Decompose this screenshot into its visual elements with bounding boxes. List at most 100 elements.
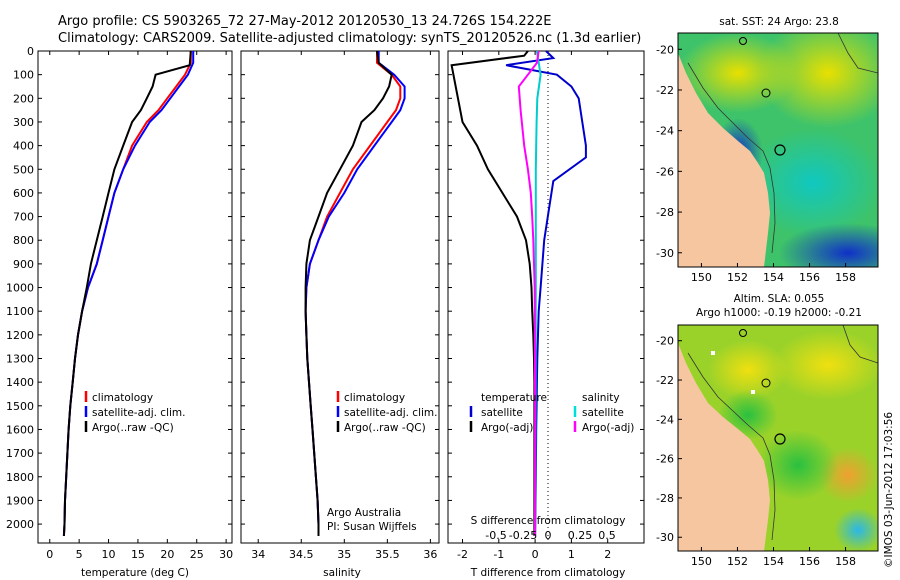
series-line-satellite-adj-clim- <box>62 51 195 536</box>
x-tick-label: 0 <box>532 548 539 561</box>
s-tick-label: 0 <box>545 529 552 542</box>
map-y-tick-label: -26 <box>656 165 674 178</box>
sst-map: sat. SST: 24 Argo: 23.8 <box>656 16 879 284</box>
x-tick-label: 36 <box>423 548 437 561</box>
y-tick-label: 1400 <box>6 376 34 389</box>
y-tick-label: 1000 <box>6 282 34 295</box>
series-line-salinity-argo-adj- <box>517 50 540 536</box>
salinity-xlabel: salinity <box>323 567 361 579</box>
legend-label-climatology: climatology <box>92 392 153 404</box>
y-tick-label: 1500 <box>6 400 34 413</box>
s-tick-label: -0.25 <box>509 529 537 542</box>
x-tick-label: 5 <box>76 548 83 561</box>
x-tick-label: 34.5 <box>289 548 314 561</box>
sla-high-patch <box>708 340 788 400</box>
temperature-xlabel: temperature (deg C) <box>81 567 189 579</box>
salinity-axes-frame <box>240 50 440 544</box>
y-tick-label: 500 <box>13 163 34 176</box>
map-y-tick-label: -20 <box>656 43 674 56</box>
imos-timestamp: ©IMOS 03-Jun-2012 17:03:56 <box>883 411 895 568</box>
x-tick-label: 20 <box>160 548 174 561</box>
legend-label-satellite-adj: satellite-adj. clim. <box>92 407 185 419</box>
y-tick-label: 900 <box>13 258 34 271</box>
y-tick-label: 1900 <box>6 494 34 507</box>
salinity-ticks: 34 34.5 35 35.5 36 <box>241 50 439 561</box>
t-difference-xlabel: T difference from climatology <box>470 567 626 579</box>
difference-axes-frame <box>447 50 645 544</box>
map-y-tick-label: -30 <box>656 531 674 544</box>
s-difference-ticklabels: -0.5 -0.25 0 0.25 0.5 <box>485 529 615 542</box>
map-x-tick-label: 154 <box>763 555 784 568</box>
x-tick-label: 10 <box>102 548 116 561</box>
temperature-legend: climatology satellite-adj. clim. Argo(..… <box>84 391 185 434</box>
x-tick-label: 1 <box>568 548 575 561</box>
x-tick-label: 25 <box>190 548 204 561</box>
y-tick-label: 1300 <box>6 353 34 366</box>
sst-map-frame <box>677 32 879 268</box>
land-mass <box>678 53 770 267</box>
difference-lines <box>450 50 587 536</box>
legend-label-satellite-adj: satellite-adj. clim. <box>344 407 437 419</box>
reef-outline <box>739 329 747 337</box>
x-tick-label: 35 <box>337 548 351 561</box>
missing-data-cell <box>711 351 715 355</box>
map-y-tick-label: -22 <box>656 374 674 387</box>
map-y-tick-label: -20 <box>656 335 674 348</box>
map-x-tick-label: 156 <box>799 555 820 568</box>
x-tick-label: -2 <box>457 548 468 561</box>
s-difference-label: S difference from climatology <box>471 515 626 527</box>
salinity-panel: 34 34.5 35 35.5 36 salinity climatology sate… <box>240 50 440 579</box>
legend-label-s-satellite: satellite <box>582 407 624 419</box>
salinity-lines <box>304 50 406 536</box>
map-y-tick-label: -24 <box>656 125 674 138</box>
map-x-tick-label: 154 <box>763 271 784 284</box>
y-tick-label: 1100 <box>6 305 34 318</box>
reef-outline <box>739 37 747 45</box>
sla-map: Altim. SLA: 0.055 Argo h1000: -0.19 h200… <box>656 293 879 568</box>
y-tick-label: 1600 <box>6 423 34 436</box>
isobath <box>842 325 878 364</box>
isobath <box>837 33 878 74</box>
map-y-tick-label: -22 <box>656 84 674 97</box>
s-tick-label: -0.5 <box>485 529 506 542</box>
x-tick-label: 34 <box>251 548 265 561</box>
sst-map-area <box>678 33 878 267</box>
legend-label-t-satellite: satellite <box>481 407 523 419</box>
temperature-axes-frame <box>37 50 233 544</box>
legend-title-salinity: salinity <box>582 392 620 404</box>
y-tick-label: 800 <box>13 234 34 247</box>
legend-label-s-argo: Argo(-adj) <box>582 422 634 434</box>
header-line-2: Climatology: CARS2009. Satellite-adjuste… <box>58 31 641 46</box>
sla-map-area <box>678 325 878 551</box>
x-tick-label: 2 <box>604 548 611 561</box>
x-tick-label: 35.5 <box>375 548 400 561</box>
x-tick-label: 15 <box>131 548 145 561</box>
map-y-tick-label: -24 <box>656 413 674 426</box>
isobath <box>687 352 776 541</box>
series-line-argo-raw-qc- <box>304 50 393 536</box>
temperature-lines <box>62 50 195 536</box>
sla-high-patch <box>773 330 878 400</box>
series-line-argo-raw-qc- <box>62 50 192 536</box>
map-y-tick-label: -30 <box>656 247 674 260</box>
sst-map-ticks: 150 152 154 156 158 -20 -22 -24 -26 -28 -30 <box>656 43 856 284</box>
y-tick-label: 400 <box>13 140 34 153</box>
argo-australia-credit: Argo Australia <box>327 507 401 519</box>
sla-map-title: Altim. SLA: 0.055 <box>734 293 825 305</box>
map-x-tick-label: 158 <box>835 271 856 284</box>
legend-label-argo: Argo(..raw -QC) <box>344 422 426 434</box>
map-x-tick-label: 150 <box>691 555 712 568</box>
sst-cold-patch <box>778 223 878 267</box>
sst-map-title: sat. SST: 24 Argo: 23.8 <box>719 16 839 28</box>
map-x-tick-label: 156 <box>799 271 820 284</box>
y-tick-label: 600 <box>13 187 34 200</box>
y-tick-label: 700 <box>13 211 34 224</box>
series-line-satellite-adj-clim- <box>304 51 406 536</box>
y-tick-label: 300 <box>13 116 34 129</box>
missing-data-cell <box>751 390 755 394</box>
y-tick-label: 1800 <box>6 471 34 484</box>
map-y-tick-label: -28 <box>656 492 674 505</box>
map-x-tick-label: 152 <box>727 555 748 568</box>
x-tick-label: 30 <box>219 548 233 561</box>
sst-cool-patch <box>743 128 878 238</box>
